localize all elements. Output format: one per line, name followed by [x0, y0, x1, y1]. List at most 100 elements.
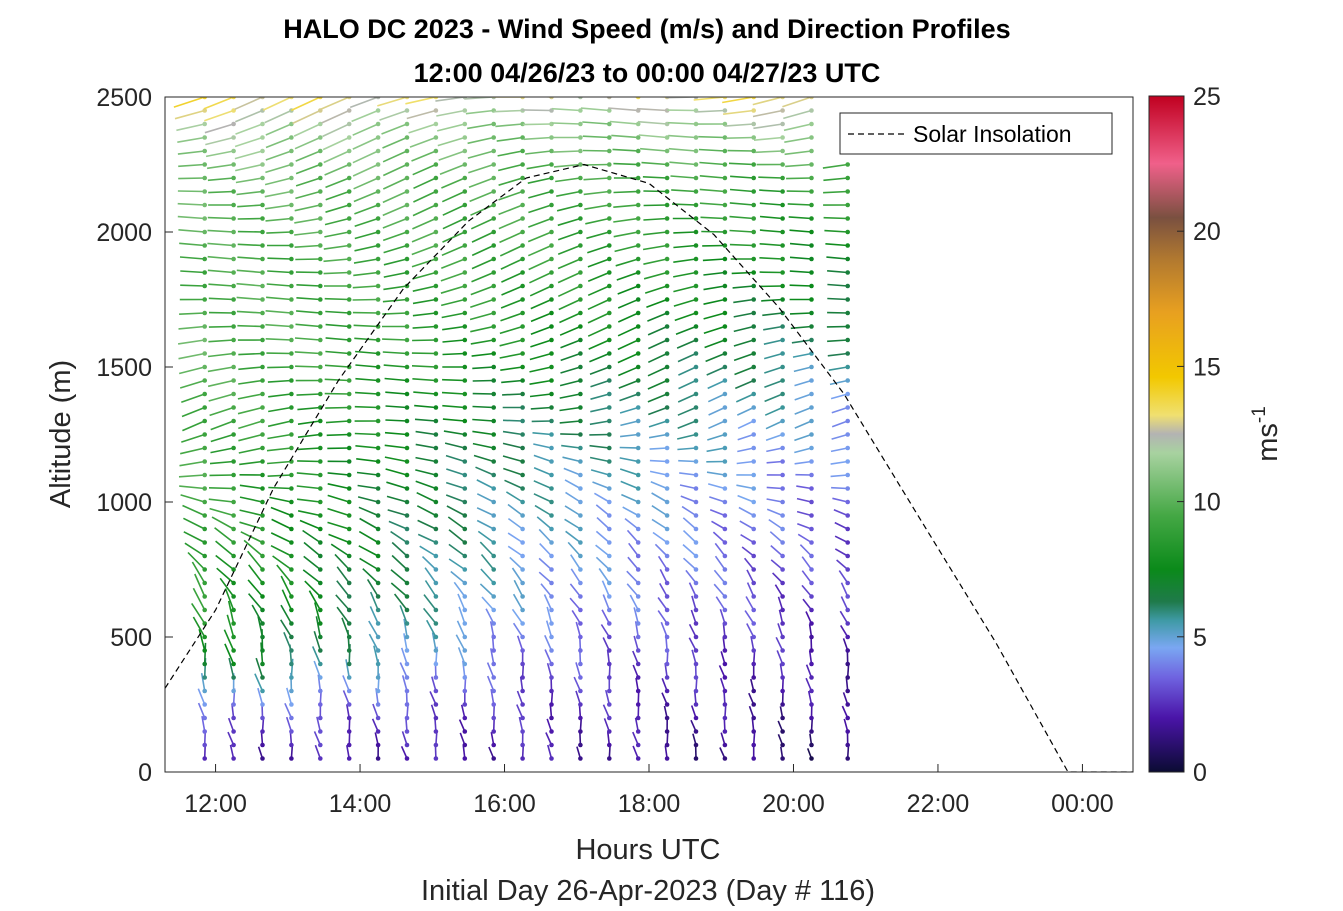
- wind-barb-shaft: [419, 545, 437, 557]
- wind-barb-point: [404, 594, 410, 599]
- wind-barb-point: [289, 337, 294, 343]
- wind-barb-shaft: [614, 244, 639, 253]
- wind-barb-point: [607, 297, 612, 302]
- wind-barb-point: [289, 216, 294, 221]
- wind-barb-point: [664, 162, 670, 167]
- wind-barb-shaft: [500, 298, 523, 309]
- wind-barb-point: [433, 567, 439, 572]
- wind-barb-shaft: [412, 325, 436, 329]
- wind-barb-point: [845, 607, 850, 613]
- wind-barb-point: [549, 162, 554, 167]
- wind-barb-shaft: [770, 544, 784, 557]
- wind-barb-point: [289, 364, 294, 370]
- wind-barb-point: [433, 540, 439, 545]
- wind-barb-point: [260, 189, 265, 194]
- wind-barb-shaft: [805, 677, 813, 692]
- wind-barb-shaft: [472, 366, 494, 370]
- wind-barb-shaft: [295, 163, 321, 175]
- wind-barb-point: [520, 756, 525, 761]
- wind-barb-point: [751, 256, 756, 262]
- wind-barb-shaft: [237, 406, 263, 415]
- wind-barb-shaft: [649, 459, 668, 463]
- wind-barb-shaft: [442, 325, 465, 331]
- wind-barb-shaft: [669, 161, 697, 166]
- wind-barb-point: [520, 229, 525, 235]
- wind-barb-point: [578, 432, 583, 437]
- wind-barb-shaft: [204, 123, 234, 134]
- wind-barb-point: [289, 97, 294, 100]
- wind-barb-shaft: [667, 121, 697, 125]
- wind-barb-point: [809, 513, 814, 518]
- wind-barb-point: [578, 513, 583, 518]
- wind-barb-point: [375, 364, 381, 370]
- wind-barb-shaft: [560, 433, 581, 436]
- wind-barb-point: [607, 202, 612, 208]
- wind-barb-shaft: [701, 230, 725, 233]
- colorbar-label-exponent: -1: [1249, 406, 1270, 423]
- wind-barb-point: [520, 256, 525, 262]
- wind-barb-point: [318, 189, 323, 194]
- wind-barb-point: [231, 135, 236, 140]
- wind-barb-shaft: [707, 433, 726, 441]
- wind-barb-point: [346, 108, 352, 113]
- wind-barb-point: [491, 621, 497, 626]
- wind-barb-point: [202, 742, 207, 748]
- wind-barb-point: [202, 459, 207, 464]
- wind-barb-shaft: [446, 468, 466, 476]
- wind-barb-shaft: [827, 270, 848, 274]
- wind-barb-shaft: [234, 136, 263, 148]
- wind-barb-shaft: [498, 204, 523, 216]
- wind-barb-shaft: [323, 258, 350, 263]
- wind-barb-point: [549, 310, 554, 316]
- wind-barb-shaft: [557, 258, 581, 270]
- wind-barb-point: [664, 472, 670, 478]
- wind-barb-point: [375, 297, 381, 302]
- wind-barb-shaft: [254, 673, 264, 692]
- wind-barb-point: [520, 499, 525, 505]
- wind-barb-point: [289, 621, 294, 626]
- wind-barb-point: [202, 729, 207, 734]
- wind-barb-point: [578, 148, 583, 154]
- wind-barb-point: [780, 567, 785, 572]
- wind-barb-point: [809, 405, 814, 410]
- wind-barb-point: [578, 472, 583, 478]
- wind-barb-shaft: [415, 443, 437, 449]
- wind-barb-shaft: [703, 298, 726, 305]
- wind-barb-shaft: [764, 393, 783, 403]
- wind-barb-point: [607, 580, 612, 586]
- wind-barb-point: [346, 499, 352, 505]
- wind-barb-shaft: [528, 217, 552, 228]
- wind-barb-point: [375, 121, 381, 127]
- wind-barb-shaft: [740, 534, 755, 544]
- wind-barb-point: [318, 162, 323, 167]
- wind-barb-shaft: [498, 190, 523, 201]
- wind-barb-shaft: [590, 393, 610, 400]
- wind-barb-point: [289, 202, 294, 208]
- wind-barb-point: [202, 270, 207, 275]
- wind-barb-shaft: [503, 467, 523, 476]
- wind-barb-point: [664, 175, 670, 181]
- wind-barb-point: [346, 297, 352, 302]
- wind-barbs-layer: [173, 97, 850, 761]
- wind-barb-point: [404, 621, 410, 626]
- wind-barb-shaft: [527, 231, 552, 243]
- wind-barb-shaft: [238, 433, 263, 442]
- wind-barb-point: [845, 405, 850, 410]
- wind-barb-shaft: [267, 460, 292, 465]
- wind-barb-shaft: [763, 339, 783, 345]
- wind-barb-shaft: [386, 481, 408, 490]
- wind-barb-point: [318, 378, 323, 383]
- wind-barb-shaft: [227, 600, 235, 624]
- wind-barb-point: [578, 580, 583, 586]
- wind-barb-point: [231, 445, 236, 451]
- wind-barb-point: [722, 729, 728, 734]
- wind-barb-shaft: [206, 163, 234, 170]
- wind-barb-shaft: [412, 339, 436, 342]
- wind-barb-point: [318, 540, 323, 545]
- wind-barb-point: [845, 486, 850, 491]
- wind-barb-point: [549, 742, 554, 748]
- wind-barb-shaft: [827, 339, 848, 343]
- wind-barb-point: [433, 486, 439, 491]
- wind-barb-shaft: [613, 162, 639, 166]
- wind-barb-point: [751, 270, 756, 275]
